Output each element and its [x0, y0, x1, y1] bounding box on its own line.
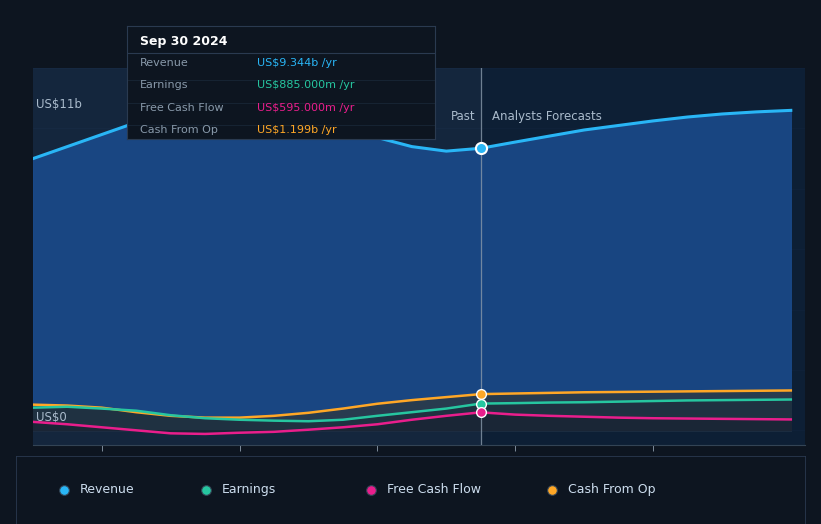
- Text: US$1.199b /yr: US$1.199b /yr: [257, 125, 336, 135]
- Text: Revenue: Revenue: [140, 58, 188, 68]
- Bar: [33, 68, 481, 445]
- Text: Past: Past: [451, 111, 475, 123]
- Text: US$885.000m /yr: US$885.000m /yr: [257, 80, 354, 90]
- Text: Earnings: Earnings: [140, 80, 188, 90]
- Text: Cash From Op: Cash From Op: [568, 484, 656, 496]
- Text: Analysts Forecasts: Analysts Forecasts: [492, 111, 602, 123]
- Text: Free Cash Flow: Free Cash Flow: [140, 103, 223, 113]
- Text: US$0: US$0: [35, 411, 67, 424]
- Text: Earnings: Earnings: [222, 484, 276, 496]
- Bar: [481, 68, 805, 445]
- Text: Sep 30 2024: Sep 30 2024: [140, 35, 227, 48]
- Text: US$9.344b /yr: US$9.344b /yr: [257, 58, 337, 68]
- Text: US$595.000m /yr: US$595.000m /yr: [257, 103, 354, 113]
- Text: Cash From Op: Cash From Op: [140, 125, 218, 135]
- Text: Revenue: Revenue: [80, 484, 134, 496]
- Text: Free Cash Flow: Free Cash Flow: [387, 484, 481, 496]
- Text: US$11b: US$11b: [35, 99, 81, 111]
